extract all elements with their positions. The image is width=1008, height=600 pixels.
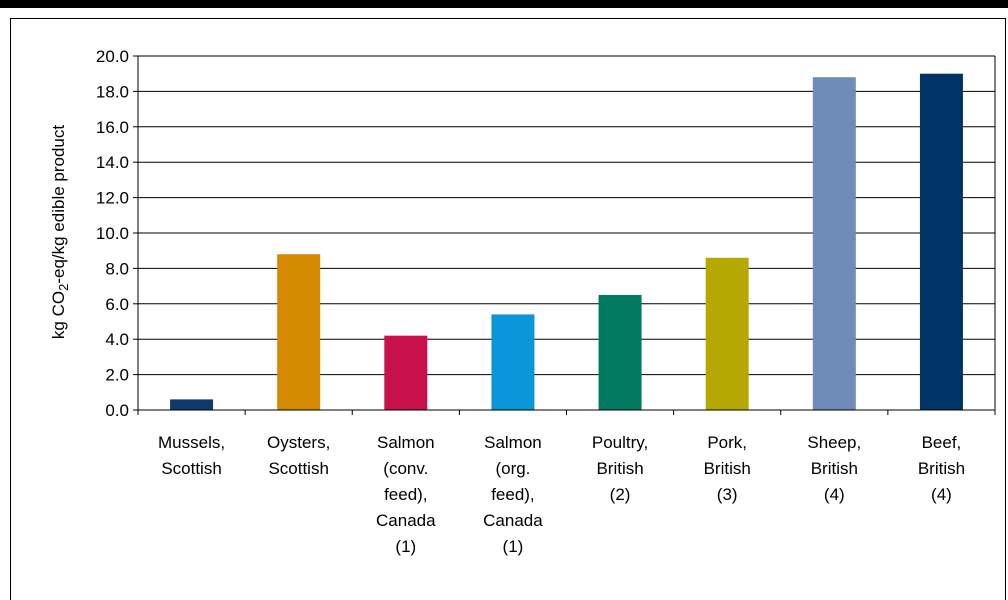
x-tick-label-line: (2) [610, 485, 631, 504]
x-tick-label: Beef, British (4) [918, 433, 965, 504]
x-tick-label-line: feed), [384, 485, 427, 504]
top-border-rule [0, 0, 1008, 8]
bar [705, 257, 749, 410]
x-tick-label-line: Salmon [484, 433, 542, 452]
x-tick-label-line: British [596, 459, 643, 478]
y-tick-label: 4.0 [105, 330, 129, 349]
x-tick-label-line: Poultry, [592, 433, 648, 452]
x-tick-labels: Mussels, Scottish Oysters, Scottish Salmon (c… [158, 433, 965, 556]
x-tick-label-line: British [704, 459, 751, 478]
x-tick-label: Salmon (org. feed), Canada (1) [483, 433, 543, 556]
bar [491, 314, 535, 410]
chart-frame [10, 18, 1006, 600]
bar [277, 254, 321, 410]
y-tick-label: 14.0 [96, 153, 129, 172]
y-axis-label: kg CO2-eq/kg edible product [49, 125, 71, 339]
x-tick-label-line: Pork, [707, 433, 747, 452]
axes [137, 56, 996, 415]
x-tick-label-line: Canada [376, 511, 436, 530]
x-tick-label-line: (org. [495, 459, 530, 478]
y-tick-label: 8.0 [105, 259, 129, 278]
y-tick-label: 20.0 [96, 47, 129, 66]
x-tick-label: Sheep, British (4) [807, 433, 861, 504]
x-tick-label-line: Mussels, [158, 433, 225, 452]
gridlines [133, 55, 995, 411]
y-axis-label-subscript: 2 [56, 284, 71, 291]
bar [384, 335, 428, 410]
x-tick-label: Pork, British (3) [704, 433, 751, 504]
y-tick-labels: 0.0 2.0 4.0 6.0 8.0 10.0 12.0 14.0 16.0 18.0 20.0 [96, 47, 129, 420]
x-tick-label: Mussels, Scottish [158, 433, 225, 478]
x-tick-label-line: Canada [483, 511, 543, 530]
bar [919, 73, 963, 410]
bar [598, 294, 642, 410]
x-tick-label-line: Sheep, [807, 433, 861, 452]
x-tick-label-line: (conv. [383, 459, 428, 478]
x-tick-label-line: Scottish [161, 459, 221, 478]
x-tick-label-line: feed), [491, 485, 534, 504]
y-tick-label: 16.0 [96, 118, 129, 137]
x-tick-label: Oysters, Scottish [267, 433, 330, 478]
x-tick-label-line: Scottish [268, 459, 328, 478]
y-axis-label-post: -eq/kg edible product [49, 125, 68, 284]
x-tick-label-line: (1) [395, 537, 416, 556]
y-tick-label: 0.0 [105, 401, 129, 420]
y-tick-label: 10.0 [96, 224, 129, 243]
y-tick-label: 12.0 [96, 189, 129, 208]
bar [812, 77, 856, 411]
y-tick-label: 2.0 [105, 366, 129, 385]
x-tick-label-line: Salmon [377, 433, 435, 452]
x-tick-label-line: (4) [931, 485, 952, 504]
x-tick-label-line: British [811, 459, 858, 478]
x-tick-label: Salmon (conv. feed), Canada (1) [376, 433, 436, 556]
y-axis-label-pre: kg CO [49, 291, 68, 339]
x-tick-label: Poultry, British (2) [592, 433, 648, 504]
y-tick-label: 6.0 [105, 295, 129, 314]
x-tick-label-line: Oysters, [267, 433, 330, 452]
x-tick-label-line: (1) [503, 537, 524, 556]
bar [170, 399, 214, 410]
y-tick-label: 18.0 [96, 82, 129, 101]
x-tick-label-line: Beef, [922, 433, 962, 452]
x-tick-label-line: (4) [824, 485, 845, 504]
bars [170, 73, 963, 411]
x-tick-label-line: (3) [717, 485, 738, 504]
x-tick-label-line: British [918, 459, 965, 478]
